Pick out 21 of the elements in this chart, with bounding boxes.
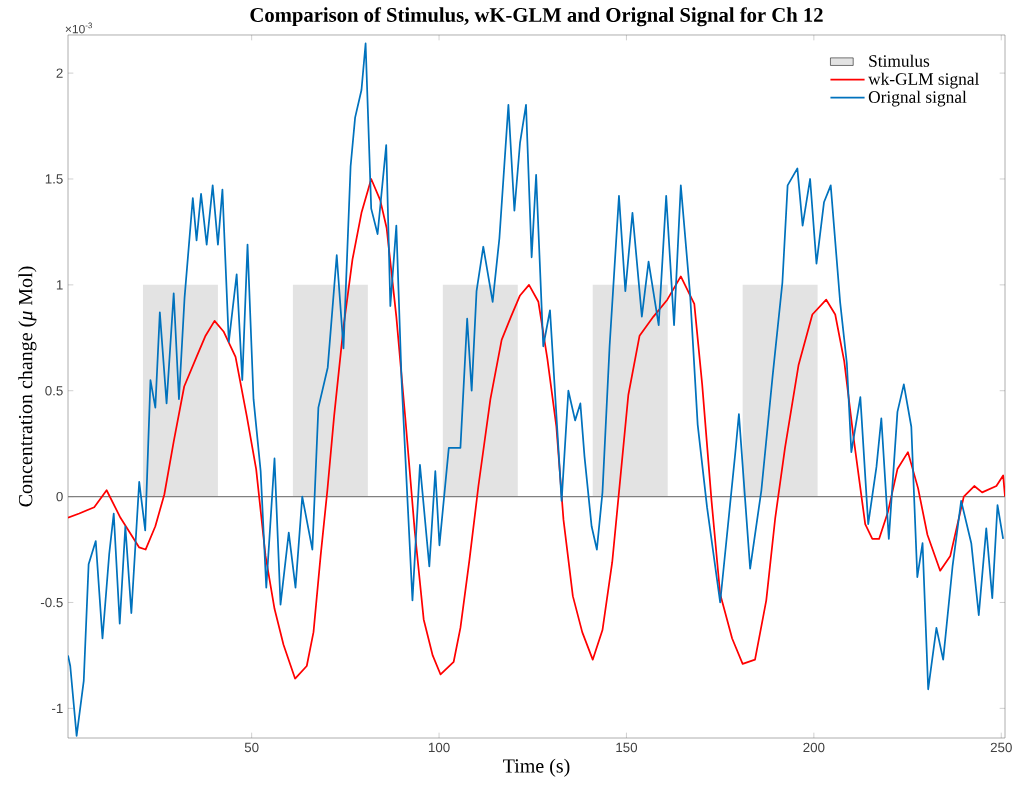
x-tick-label: 100: [428, 742, 450, 753]
x-axis-title: Time (s): [503, 758, 570, 777]
y-tick-label: -0.5: [40, 597, 63, 608]
x-tick-label: 150: [616, 742, 638, 753]
line-series: [68, 178, 1006, 680]
legend-label: Orignal signal: [868, 90, 967, 107]
y-tick-label: 1: [56, 280, 63, 290]
x-tick-label: 50: [244, 742, 259, 753]
y-tick-label: 1.5: [45, 174, 63, 184]
x-tick-label: 200: [803, 742, 825, 753]
line-series: [68, 42, 1004, 737]
chart-title: Comparison of Stimulus, wK-GLM and Orignal Signal for Ch 12: [250, 7, 823, 27]
y-tick-label: 0.5: [45, 386, 63, 396]
legend-label: wk-GLM signal: [868, 72, 979, 89]
y-tick-label: -1: [52, 703, 63, 713]
y-axis-title: Concentration change (μ Mol): [18, 266, 37, 507]
legend-label: Stimulus: [869, 54, 930, 67]
y-tick-label: 0: [56, 491, 63, 502]
x-tick-label: 250: [990, 742, 1012, 753]
y-tick-label: 2: [56, 68, 63, 78]
text: ×10$^{-3}$: [65, 22, 93, 34]
